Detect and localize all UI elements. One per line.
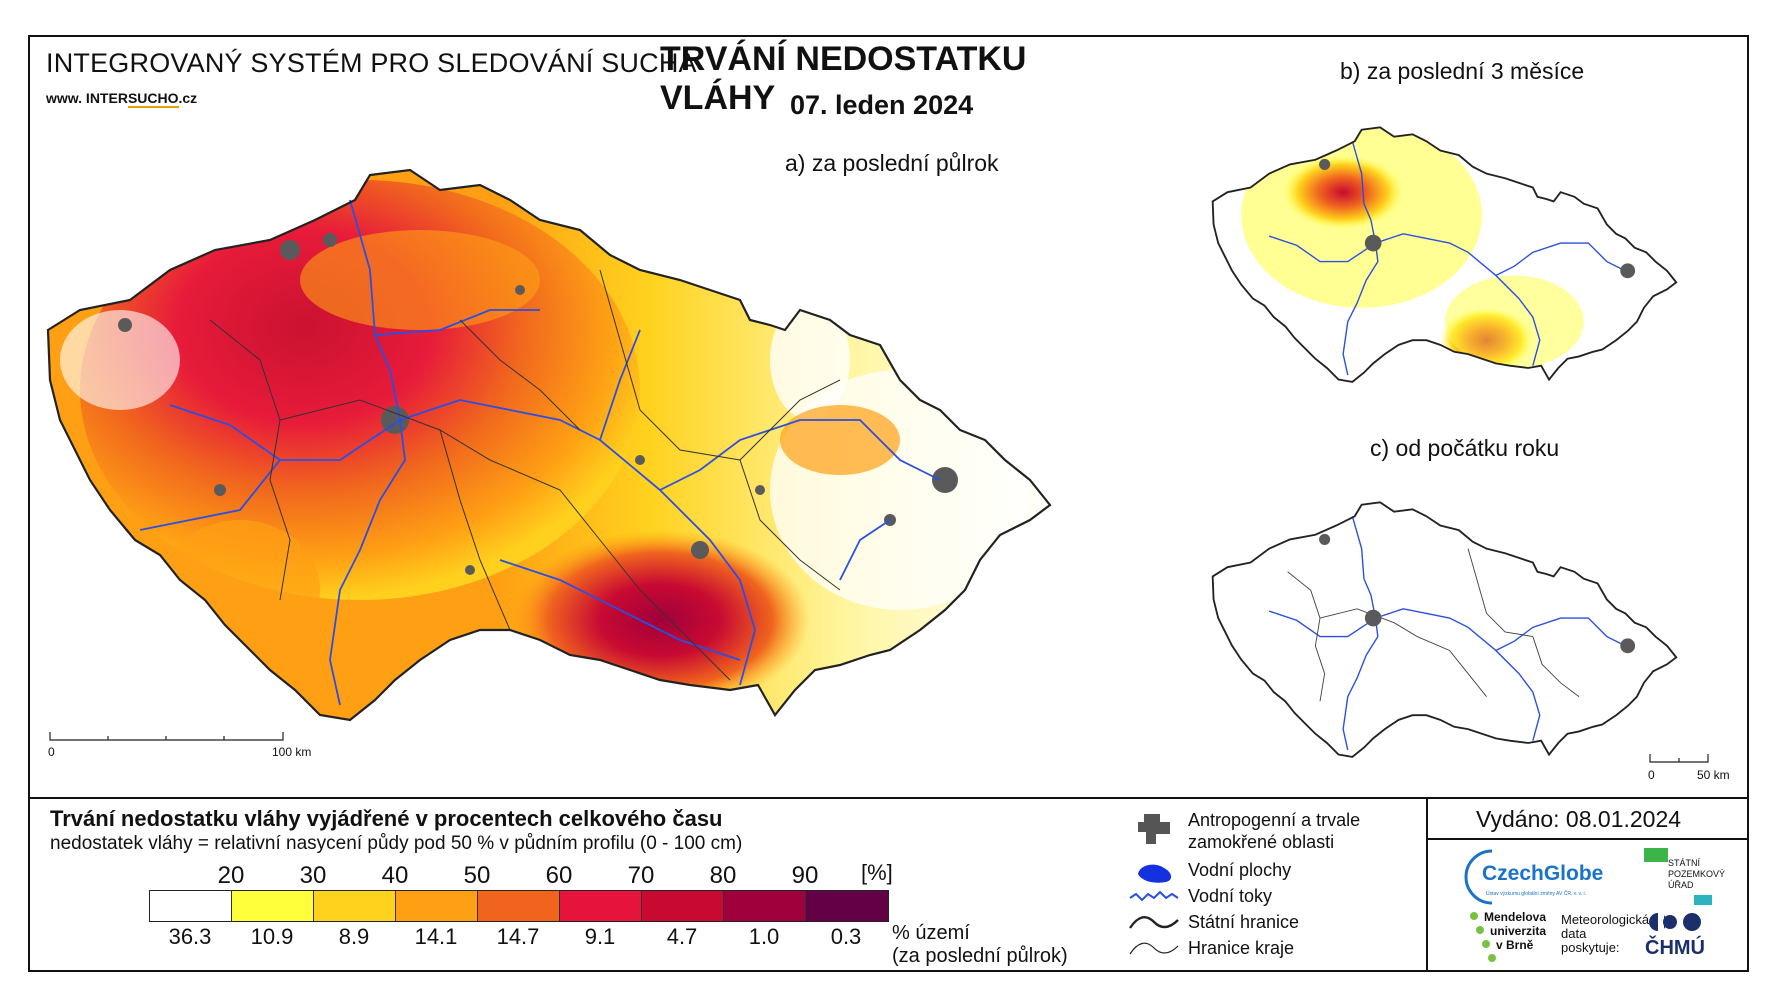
color-scale-cell [724, 891, 806, 921]
main-scalebar [49, 732, 284, 741]
meteo-line-1: Meteorologická [1561, 912, 1650, 927]
state-border-label: Státní hranice [1188, 912, 1300, 932]
mendel-logo-text: Mendelova univerzita v Brně [1484, 910, 1546, 952]
small-scalebar-label: 50 km [1697, 768, 1730, 782]
mendel-line-2: univerzita [1490, 924, 1547, 938]
anthropogenic-label-1: Antropogenní a trvale [1188, 810, 1361, 830]
color-scale-tick: 30 [299, 862, 327, 889]
url-prefix: www. INTER [46, 90, 128, 106]
czechglobe-subtitle: Ústav výzkumu globální změny AV ČR, v. v… [1486, 891, 1587, 897]
area-percentage-value: 1.0 [748, 924, 780, 949]
color-scale-tick: 90 [791, 862, 819, 889]
mendel-line-3: v Brně [1496, 938, 1534, 952]
color-scale-tick: 70 [627, 862, 655, 889]
small-scalebar [1649, 754, 1709, 763]
main-scalebar-label: 100 km [272, 745, 312, 759]
website-url[interactable]: www. INTERSUCHO.cz [46, 90, 198, 108]
issued-separator [1426, 838, 1749, 840]
panel-a-label: a) za poslední půlrok [785, 150, 999, 176]
river-icon [1129, 890, 1179, 902]
map-title: TRVÁNÍ NEDOSTATKU VLÁHY [660, 40, 1027, 117]
color-scale-tick: 40 [381, 862, 409, 889]
water-body-icon [1138, 864, 1172, 883]
legend-title: Trvání nedostatku vláhy vyjádřené v proc… [50, 806, 723, 831]
issued-date: Vydáno: 08.01.2024 [1476, 806, 1682, 832]
mendel-line-1: Mendelova [1484, 910, 1547, 924]
color-scale-cell [232, 891, 314, 921]
color-scale-cell [478, 891, 560, 921]
chmu-name: ČHMÚ [1645, 937, 1705, 959]
spu-logo-mark [1644, 848, 1668, 862]
color-scale-tick: 60 [545, 862, 573, 889]
spu-line-3: ÚŘAD [1668, 880, 1694, 890]
spu-line-2: POZEMKOVÝ [1668, 869, 1726, 879]
map-date: 07. leden 2024 [790, 90, 974, 120]
anthropogenic-label-2: zamokřené oblasti [1188, 832, 1335, 852]
region-border-label: Hranice kraje [1188, 938, 1295, 958]
anthropogenic-icon [1138, 814, 1170, 844]
map-last-3-months [1211, 126, 1678, 383]
small-scalebar-zero: 0 [1648, 768, 1655, 782]
url-highlight: SUCHO [127, 90, 179, 108]
area-percentage-value: 10.9 [250, 924, 294, 949]
color-scale-tick: 50 [463, 862, 491, 889]
main-scalebar-zero: 0 [48, 745, 55, 759]
meteo-line-3: poskytuje: [1561, 940, 1620, 955]
url-suffix: .cz [178, 90, 198, 106]
panel-c-label: c) od počátku roku [1370, 435, 1560, 461]
color-scale-cell [396, 891, 478, 921]
legend-separator [28, 797, 1749, 799]
spu-logo-text: STÁTNÍ POZEMKOVÝ ÚŘAD [1668, 858, 1725, 891]
mendel-logo-dots [1470, 912, 1496, 962]
legend-vertical-separator [1426, 797, 1428, 972]
meteo-data-text: Meteorologická data poskytuje: [1561, 913, 1649, 955]
color-scale-bar [149, 890, 889, 922]
czechglobe-logo [1464, 849, 1493, 905]
area-percentage-value: 14.7 [496, 924, 540, 949]
main-drought-map [46, 168, 1052, 722]
rivers-label: Vodní toky [1188, 886, 1273, 906]
chmu-logo-mark [1649, 913, 1701, 931]
region-borders [209, 269, 841, 681]
color-scale-cell [642, 891, 724, 921]
color-scale-tick: 80 [709, 862, 737, 889]
color-scale-cell [560, 891, 642, 921]
region-border-icon [1129, 942, 1179, 955]
area-label-period: (za poslední půlrok) [892, 945, 1068, 967]
area-percentage-value: 4.7 [666, 924, 698, 949]
color-scale-tick: 20 [217, 862, 245, 889]
area-percentage-value: 14.1 [414, 924, 458, 949]
meteo-line-2: data [1561, 926, 1587, 941]
color-scale-cell [314, 891, 396, 921]
state-border-icon [1129, 916, 1179, 929]
map-since-start-of-year [1211, 501, 1678, 758]
panel-b-label: b) za poslední 3 měsíce [1340, 58, 1585, 84]
spu-line-1: STÁTNÍ [1668, 858, 1701, 868]
czechglobe-name: CzechGlobe [1482, 862, 1604, 885]
color-scale-cell [806, 891, 888, 921]
rivers-main [139, 199, 941, 706]
map-frame [28, 35, 1749, 972]
legend-subtitle: nedostatek vláhy = relativní nasycení pů… [50, 833, 743, 854]
spu-accent-icon [1694, 895, 1712, 905]
legend-unit: [%] [861, 860, 893, 885]
area-percentage-value: 0.3 [830, 924, 862, 949]
area-percentage-value: 8.9 [338, 924, 370, 949]
water-bodies-label: Vodní plochy [1188, 860, 1292, 880]
area-label: % území [892, 922, 970, 944]
area-percentage-value: 36.3 [168, 924, 212, 949]
system-name: INTEGROVANÝ SYSTÉM PRO SLEDOVÁNÍ SUCHA [46, 48, 697, 78]
area-percentage-value: 9.1 [584, 924, 616, 949]
color-scale-cell [150, 891, 232, 921]
